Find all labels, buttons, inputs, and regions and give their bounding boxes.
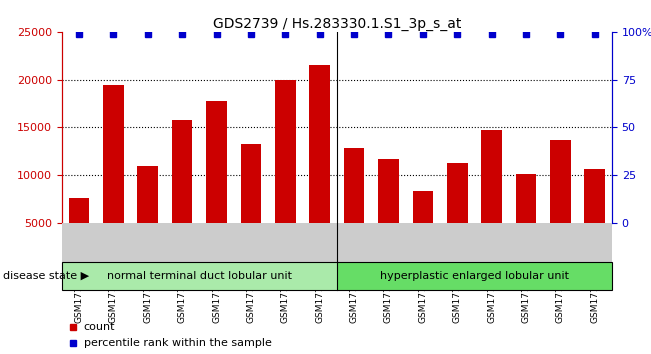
Bar bbox=[585, 169, 605, 271]
Text: percentile rank within the sample: percentile rank within the sample bbox=[84, 338, 271, 348]
Text: disease state ▶: disease state ▶ bbox=[3, 271, 89, 281]
Title: GDS2739 / Hs.283330.1.S1_3p_s_at: GDS2739 / Hs.283330.1.S1_3p_s_at bbox=[213, 17, 461, 31]
Bar bbox=[309, 65, 330, 271]
Bar bbox=[275, 80, 296, 271]
Bar bbox=[344, 148, 365, 271]
Text: hyperplastic enlarged lobular unit: hyperplastic enlarged lobular unit bbox=[380, 271, 569, 281]
Bar bbox=[413, 192, 433, 271]
Bar bbox=[550, 140, 571, 271]
Bar bbox=[172, 120, 193, 271]
Text: count: count bbox=[84, 322, 115, 332]
Text: normal terminal duct lobular unit: normal terminal duct lobular unit bbox=[107, 271, 292, 281]
Bar bbox=[447, 163, 467, 271]
Bar bbox=[241, 144, 261, 271]
Bar bbox=[103, 85, 124, 271]
Bar bbox=[206, 101, 227, 271]
Bar bbox=[378, 159, 399, 271]
Bar bbox=[516, 174, 536, 271]
Bar bbox=[62, 262, 337, 290]
Bar bbox=[481, 130, 502, 271]
Bar bbox=[69, 198, 89, 271]
Bar bbox=[337, 262, 612, 290]
Bar bbox=[137, 166, 158, 271]
